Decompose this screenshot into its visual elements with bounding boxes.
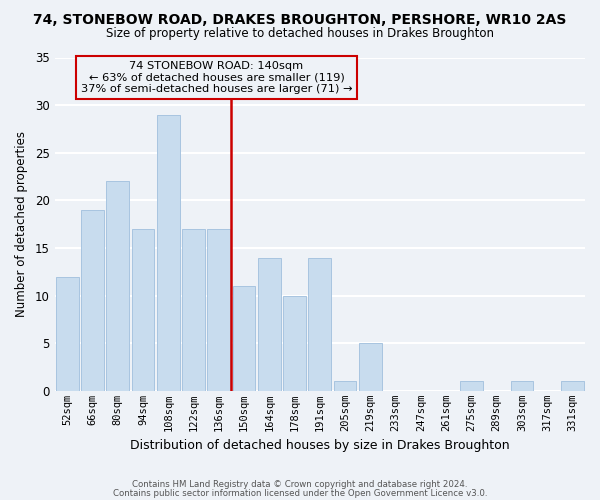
- Bar: [81, 210, 104, 391]
- Bar: [283, 296, 306, 391]
- Bar: [56, 276, 79, 391]
- Y-axis label: Number of detached properties: Number of detached properties: [15, 131, 28, 317]
- Bar: [157, 114, 179, 391]
- Bar: [233, 286, 256, 391]
- Bar: [258, 258, 281, 391]
- Bar: [106, 182, 129, 391]
- Bar: [308, 258, 331, 391]
- Bar: [359, 344, 382, 391]
- Bar: [132, 229, 154, 391]
- Bar: [511, 382, 533, 391]
- Bar: [460, 382, 483, 391]
- Bar: [561, 382, 584, 391]
- X-axis label: Distribution of detached houses by size in Drakes Broughton: Distribution of detached houses by size …: [130, 440, 509, 452]
- Text: Contains public sector information licensed under the Open Government Licence v3: Contains public sector information licen…: [113, 488, 487, 498]
- Text: 74 STONEBOW ROAD: 140sqm
← 63% of detached houses are smaller (119)
37% of semi-: 74 STONEBOW ROAD: 140sqm ← 63% of detach…: [80, 61, 352, 94]
- Text: Contains HM Land Registry data © Crown copyright and database right 2024.: Contains HM Land Registry data © Crown c…: [132, 480, 468, 489]
- Bar: [334, 382, 356, 391]
- Text: Size of property relative to detached houses in Drakes Broughton: Size of property relative to detached ho…: [106, 28, 494, 40]
- Bar: [182, 229, 205, 391]
- Bar: [208, 229, 230, 391]
- Text: 74, STONEBOW ROAD, DRAKES BROUGHTON, PERSHORE, WR10 2AS: 74, STONEBOW ROAD, DRAKES BROUGHTON, PER…: [34, 12, 566, 26]
